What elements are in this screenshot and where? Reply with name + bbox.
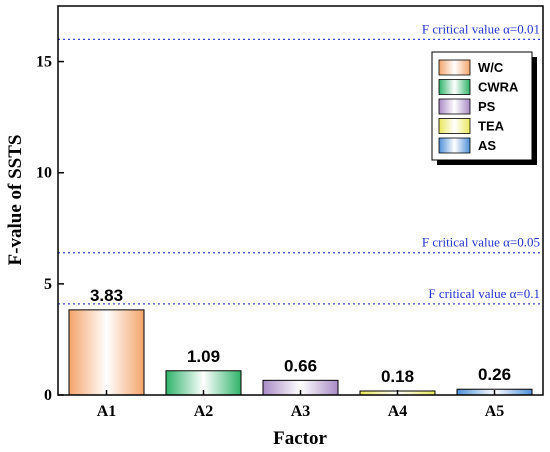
legend-swatch (438, 98, 471, 115)
x-tick-label: A4 (388, 403, 408, 420)
bar-value-label: 3.83 (90, 286, 123, 305)
x-tick-label: A2 (194, 403, 214, 420)
value-labels: 3.83 1.09 0.66 0.18 0.26 (90, 286, 511, 386)
bar (68, 309, 145, 396)
bar-value-label: 0.26 (478, 365, 511, 384)
legend-label: W/C (478, 60, 504, 75)
legend-swatch (438, 79, 471, 95)
y-axis-title: F-value of SSTS (5, 135, 26, 266)
reference-lines: F critical value α=0.01 F critical value … (58, 21, 543, 305)
bar-value-label: 0.18 (381, 367, 414, 386)
reference-line-label: F critical value α=0.01 (422, 21, 540, 36)
legend-swatch (438, 118, 471, 134)
legend-label: CWRA (478, 80, 519, 95)
y-tick-label: 15 (36, 54, 52, 71)
x-tick-label: A1 (97, 403, 117, 420)
legend-swatch (438, 59, 471, 76)
x-axis-title: Factor (273, 428, 327, 449)
reference-line-label: F critical value α=0.05 (422, 235, 540, 250)
y-tick-label: 10 (36, 165, 52, 182)
legend: W/C CWRA PS TEA AS (431, 51, 537, 165)
bars (68, 309, 533, 396)
legend-swatch (438, 137, 471, 154)
bar-value-label: 0.66 (284, 356, 317, 375)
y-tick-label: 5 (44, 276, 52, 293)
bar-value-label: 1.09 (187, 347, 220, 366)
y-axis: 0 5 10 15 (36, 54, 64, 404)
legend-label: AS (478, 138, 496, 153)
x-tick-label: A3 (291, 403, 311, 420)
reference-line-label: F critical value α=0.1 (428, 286, 540, 301)
x-tick-label: A5 (485, 403, 505, 420)
legend-label: TEA (478, 119, 505, 134)
x-axis: A1 A2 A3 A4 A5 (97, 390, 505, 420)
y-tick-label: 0 (44, 387, 52, 404)
legend-label: PS (478, 99, 496, 114)
